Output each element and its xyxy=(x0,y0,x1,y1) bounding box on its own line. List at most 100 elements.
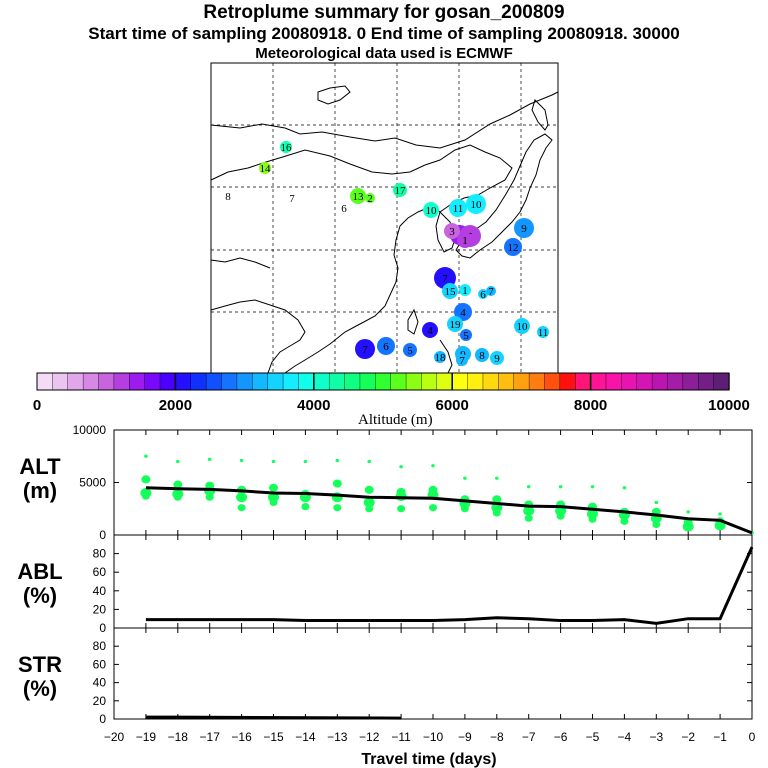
panel-0: 0 5000 10000 ALT(m) xyxy=(19,423,754,542)
map-frame xyxy=(210,62,559,374)
map-marker xyxy=(350,188,366,204)
y-tick-label: 60 xyxy=(93,657,107,671)
map-marker-label: 4 xyxy=(460,307,466,319)
cluster-point xyxy=(460,505,469,513)
x-tick-label: −16 xyxy=(231,730,252,744)
map-marker xyxy=(259,162,271,174)
colorbar-cell xyxy=(559,372,576,391)
cluster-point xyxy=(429,504,437,512)
x-tick-label: −2 xyxy=(681,730,695,744)
x-axis-label: Travel time (days) xyxy=(361,751,496,768)
panel-ylabel: (%) xyxy=(23,583,57,608)
panel-ylabel: ALT xyxy=(19,454,61,479)
colorbar-cell xyxy=(651,372,669,391)
map-coast-luzon xyxy=(439,339,453,374)
map-marker-label: 15 xyxy=(445,286,457,298)
colorbar-cell xyxy=(205,372,223,391)
cluster-point xyxy=(524,514,533,522)
map-marker-label: 12 xyxy=(508,242,519,254)
y-tick-label: 80 xyxy=(93,639,107,653)
panel-ylabel: ABL xyxy=(17,559,62,584)
map-marker xyxy=(454,303,472,321)
map-trajectory-markers: 1614132171011109122531715167441951011765… xyxy=(259,141,549,367)
colorbar-cell xyxy=(113,372,130,391)
cluster-point xyxy=(718,512,722,516)
cluster-point xyxy=(173,493,182,501)
map-marker-label: 6 xyxy=(480,289,486,301)
map-marker xyxy=(280,141,292,153)
colorbar-cell xyxy=(328,372,346,391)
colorbar-cell xyxy=(298,372,315,391)
colorbar-cell xyxy=(375,372,392,391)
colorbar-cell xyxy=(452,372,469,391)
colorbar-cell xyxy=(498,372,515,391)
map-marker xyxy=(442,283,458,299)
map-marker xyxy=(514,218,534,238)
colorbar-cell xyxy=(590,372,607,391)
map-marker xyxy=(504,238,522,256)
cluster-point xyxy=(176,459,180,464)
map-marker xyxy=(393,183,407,197)
cluster-point xyxy=(365,505,374,513)
cluster-point xyxy=(558,485,563,489)
x-tick-label: 0 xyxy=(749,730,756,744)
x-tick-label: −5 xyxy=(586,730,600,744)
y-tick-label: 40 xyxy=(93,676,107,690)
map-marker-label: 8 xyxy=(479,350,485,362)
colorbar-cell xyxy=(636,372,653,391)
colorbar-tick-label: 8000 xyxy=(574,397,607,414)
cluster-point xyxy=(399,465,403,469)
x-tick-label: −4 xyxy=(618,730,632,744)
colorbar-cell xyxy=(575,372,592,391)
map-marker-label: 3 xyxy=(449,226,455,238)
met-data-subtitle: Meteorological data used is ECMWF xyxy=(255,45,513,62)
series-line xyxy=(145,715,402,720)
cluster-point xyxy=(144,454,148,458)
colorbar-frame xyxy=(36,372,730,391)
colorbar-cell xyxy=(344,372,361,391)
x-tick-label: −7 xyxy=(522,730,536,744)
colorbar-cell xyxy=(267,372,284,391)
map-marker-label: 6 xyxy=(383,341,389,353)
x-tick-label: −6 xyxy=(554,730,568,744)
map-coast-taiwan xyxy=(407,308,419,335)
colorbar-cell xyxy=(513,372,530,391)
map-marker-label: 14 xyxy=(260,163,272,175)
cluster-point xyxy=(590,485,595,489)
cluster-point xyxy=(141,475,151,484)
map-marker-label: 10 xyxy=(426,205,438,217)
colorbar-cell xyxy=(144,372,161,391)
cluster-point xyxy=(332,479,342,488)
colorbar-title: Altitude (m) xyxy=(358,412,433,428)
panel-frame xyxy=(113,627,753,720)
y-tick-label: 60 xyxy=(93,565,107,579)
x-tick-label: −3 xyxy=(649,730,663,744)
y-tick-label: 20 xyxy=(93,694,107,708)
map-marker xyxy=(478,289,488,299)
cluster-point xyxy=(620,517,629,525)
cluster-point xyxy=(622,486,627,490)
colorbar-cell xyxy=(236,372,253,391)
map-marker-label: 7 xyxy=(459,355,465,367)
x-tick-label: −13 xyxy=(327,730,348,744)
map-coast-china xyxy=(284,225,401,374)
map-marker-label: 7 xyxy=(442,273,448,285)
cluster-point xyxy=(363,497,375,508)
colorbar-cell xyxy=(467,372,484,391)
cluster-point xyxy=(492,495,502,504)
colorbar-cell xyxy=(421,372,438,391)
cluster-point xyxy=(333,504,342,512)
x-tick-label: −8 xyxy=(490,730,504,744)
colorbar-cell xyxy=(528,372,546,391)
cluster-point xyxy=(714,520,726,531)
map-marker xyxy=(466,194,486,214)
colorbar-cell xyxy=(190,372,207,391)
y-tick-label: 0 xyxy=(99,528,106,542)
x-tick-label: −18 xyxy=(168,730,189,744)
chart-title: Retroplume summary for gosan_200809 xyxy=(203,2,565,23)
y-tick-label: 20 xyxy=(93,602,107,616)
colorbar-cell xyxy=(159,372,177,391)
colorbar-cell xyxy=(175,372,192,391)
map-marker xyxy=(457,232,473,248)
